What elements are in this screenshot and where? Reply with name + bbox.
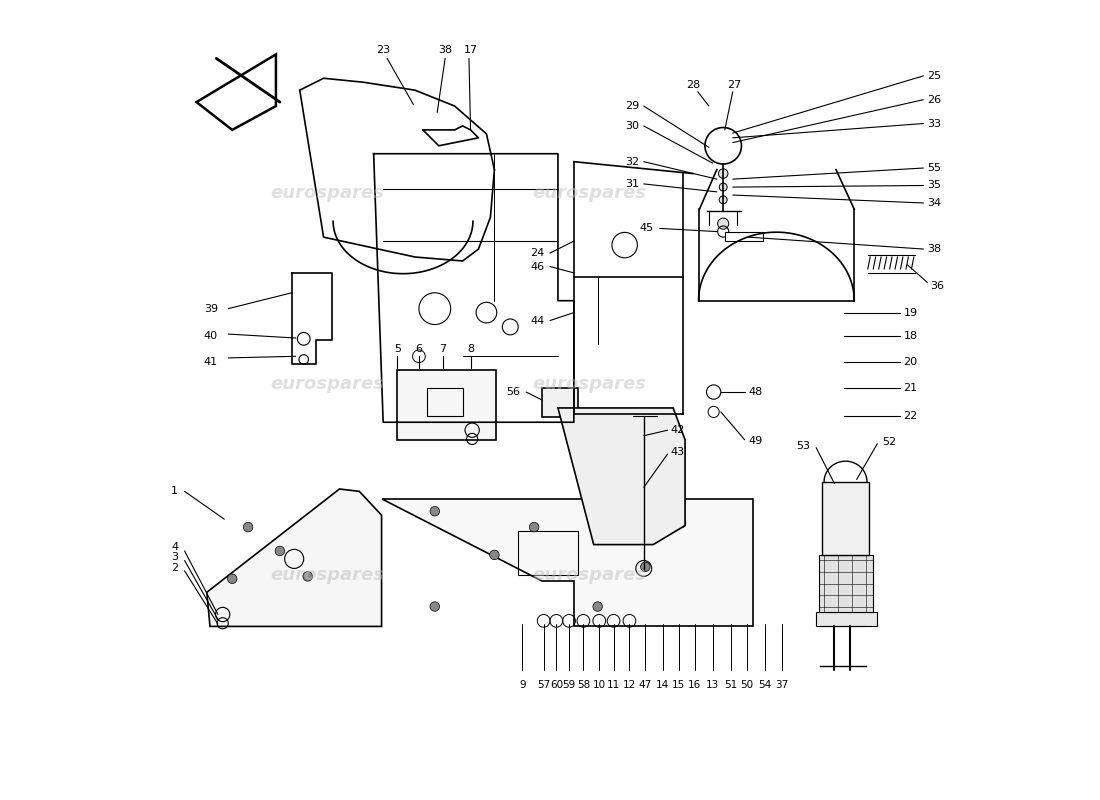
Text: 41: 41 [204, 357, 218, 367]
Text: 7: 7 [439, 344, 447, 354]
Text: eurospares: eurospares [532, 566, 647, 584]
Text: eurospares: eurospares [271, 375, 385, 393]
Circle shape [676, 518, 686, 528]
Text: eurospares: eurospares [271, 566, 385, 584]
Bar [818, 555, 872, 612]
Text: 4: 4 [172, 542, 178, 552]
Circle shape [430, 506, 440, 516]
Text: 17: 17 [463, 46, 477, 55]
Text: eurospares: eurospares [271, 185, 385, 202]
Text: 33: 33 [927, 118, 942, 129]
Text: 2: 2 [172, 563, 178, 574]
Text: 50: 50 [740, 680, 754, 690]
Circle shape [705, 127, 741, 164]
Circle shape [640, 562, 650, 571]
Text: 6: 6 [416, 344, 422, 354]
Text: 24: 24 [530, 248, 544, 258]
Circle shape [718, 169, 728, 178]
Text: 25: 25 [927, 71, 942, 81]
Text: 35: 35 [927, 181, 942, 190]
Circle shape [719, 183, 727, 191]
Text: 16: 16 [688, 680, 701, 690]
Text: 57: 57 [537, 680, 550, 690]
Text: 28: 28 [686, 80, 700, 90]
Text: 46: 46 [530, 262, 544, 271]
Text: 48: 48 [749, 387, 763, 397]
Text: 1: 1 [172, 486, 178, 496]
Bar [725, 232, 763, 241]
Text: 13: 13 [706, 680, 719, 690]
Circle shape [593, 602, 603, 611]
Text: 20: 20 [903, 357, 917, 367]
Text: 26: 26 [927, 94, 942, 105]
Text: 37: 37 [776, 680, 789, 690]
Circle shape [490, 550, 499, 560]
Text: 47: 47 [639, 680, 652, 690]
Text: 44: 44 [530, 315, 544, 326]
Circle shape [430, 602, 440, 611]
Text: 3: 3 [172, 552, 178, 562]
Text: 53: 53 [796, 441, 811, 451]
Circle shape [717, 218, 729, 229]
Text: 51: 51 [725, 680, 738, 690]
Bar [816, 612, 877, 626]
Bar [427, 388, 463, 416]
Text: 12: 12 [623, 680, 636, 690]
Text: 22: 22 [903, 411, 917, 421]
Text: 43: 43 [671, 446, 685, 457]
Text: 39: 39 [204, 304, 218, 314]
Bar [823, 482, 869, 555]
Text: 56: 56 [506, 387, 520, 397]
Text: 36: 36 [930, 281, 944, 290]
Polygon shape [197, 54, 276, 130]
Text: 18: 18 [903, 331, 917, 342]
Text: 54: 54 [758, 680, 771, 690]
Text: 15: 15 [672, 680, 685, 690]
Text: 34: 34 [927, 198, 942, 208]
Text: 59: 59 [562, 680, 575, 690]
Text: 30: 30 [625, 121, 639, 131]
Circle shape [243, 522, 253, 532]
Text: 38: 38 [438, 46, 452, 55]
Circle shape [228, 574, 236, 583]
Text: 55: 55 [927, 163, 942, 173]
Circle shape [529, 522, 539, 532]
Circle shape [302, 571, 312, 581]
Polygon shape [542, 388, 578, 418]
Text: 32: 32 [625, 157, 639, 166]
Text: 27: 27 [727, 80, 741, 90]
Circle shape [593, 506, 603, 516]
Polygon shape [207, 489, 382, 626]
Text: 14: 14 [657, 680, 670, 690]
Text: 21: 21 [903, 383, 917, 393]
Text: eurospares: eurospares [532, 185, 647, 202]
Polygon shape [558, 408, 685, 545]
Text: 40: 40 [204, 331, 218, 342]
Circle shape [719, 196, 727, 204]
Polygon shape [397, 370, 496, 440]
Text: 58: 58 [576, 680, 590, 690]
Text: 10: 10 [593, 680, 606, 690]
Text: 49: 49 [749, 436, 763, 446]
Text: eurospares: eurospares [532, 375, 647, 393]
Text: 9: 9 [519, 680, 526, 690]
Text: 23: 23 [376, 46, 390, 55]
Text: 38: 38 [927, 244, 942, 254]
Bar [518, 531, 578, 574]
Text: 8: 8 [468, 344, 474, 354]
Text: 45: 45 [639, 223, 653, 234]
Polygon shape [382, 499, 752, 626]
Text: 60: 60 [550, 680, 563, 690]
Circle shape [275, 546, 285, 556]
Text: 5: 5 [394, 344, 402, 354]
Text: 42: 42 [671, 425, 685, 435]
Text: 31: 31 [625, 179, 639, 189]
Text: 19: 19 [903, 308, 917, 318]
Text: 11: 11 [607, 680, 620, 690]
Text: 52: 52 [882, 437, 896, 447]
Text: 29: 29 [625, 101, 639, 111]
